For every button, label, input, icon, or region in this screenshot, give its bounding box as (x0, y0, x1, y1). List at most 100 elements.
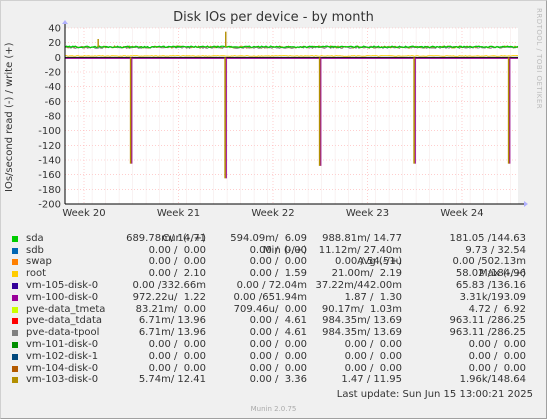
legend-value-avg: 11.12m/ 27.40m (318, 244, 402, 256)
legend-row: vm-105-disk-0 0.00 /332.66m 0.00 / 72.04m 3… (12, 280, 532, 292)
legend-value-min: 0.00 / 0.00 (249, 244, 307, 256)
legend-row: vm-100-disk-0 972.22u/ 1.22 0.00 /651.94m 1… (12, 292, 532, 304)
legend-series-name: pve-data_tmeta (26, 303, 106, 315)
legend-header-avg: Avg (-/+) (357, 256, 402, 268)
x-tick-label: Week 24 (440, 208, 483, 219)
legend-row: sda 689.78m/ 14.71 594.09m/ 6.09 988.81m/ 1… (12, 233, 532, 245)
y-tick-label: -120 (38, 141, 61, 152)
x-tick-label: Week 23 (346, 208, 389, 219)
rrdtool-watermark: RRDTOOL / TOBI OETIKER (535, 8, 543, 110)
legend-header-min: Min (-/+) (262, 244, 307, 256)
legend-value-max: 65.83 /136.16 (455, 279, 526, 291)
y-tick-label: 0 (55, 53, 61, 64)
legend-row: vm-103-disk-0 5.74m/ 12.41 0.00 / 3.36 1.47… (12, 374, 532, 386)
legend-row: sdb 0.00 / 0.00 0.00 / 0.00 11.12m/ 27.40m 9… (12, 245, 532, 257)
y-tick-label: 40 (48, 24, 61, 35)
legend-value-avg: 37.22m/442.00m (315, 279, 402, 291)
legend-value-max: 963.11 /286.25 (449, 315, 526, 327)
legend-value-cur: 0.00 / 0.00 (148, 256, 206, 268)
y-tick-label: -60 (45, 97, 61, 108)
legend-series-name: sdb (26, 244, 44, 256)
y-tick-label: -20 (45, 68, 61, 79)
legend-value-min: 709.46u/ 0.00 (233, 303, 307, 315)
legend-value-min: 0.00 / 4.61 (249, 315, 307, 327)
legend-value-min: 594.09m/ 6.09 (230, 232, 307, 244)
legend-value-cur: 0.00 /332.66m (132, 279, 206, 291)
x-axis-arrow (524, 201, 528, 207)
legend-swatch (12, 259, 18, 266)
y-tick-label: -100 (38, 126, 61, 137)
y-tick-label: -180 (38, 185, 61, 196)
legend-value-cur: 0.00 / 2.10 (148, 268, 206, 280)
legend-value-max: 9.73 / 32.54 (465, 244, 526, 256)
legend-value-cur: 972.22u/ 1.22 (132, 291, 206, 303)
legend-value-avg: 21.00m/ 2.19 (331, 268, 402, 280)
legend-value-max: 3.31k/193.09 (459, 291, 526, 303)
legend-table: Cur (-/+) Min (-/+) Avg (-/+) Max (-/+) … (12, 221, 532, 386)
legend-row: vm-102-disk-1 0.00 / 0.00 0.00 / 0.00 0.00 … (12, 351, 532, 363)
legend-value-avg: 0.00 / 0.00 (344, 350, 402, 362)
legend-row: pve-data-tpool 6.71m/ 13.96 0.00 / 4.61 984… (12, 327, 532, 339)
y-tick-label: -160 (38, 170, 61, 181)
x-tick-label: Week 20 (62, 208, 105, 219)
legend-value-avg: 90.17m/ 1.03m (321, 303, 402, 315)
y-tick-label: -200 (38, 200, 61, 211)
legend-series-name: vm-102-disk-1 (26, 350, 99, 362)
legend-value-min: 0.00 / 3.36 (249, 374, 307, 386)
legend-row: root 0.00 / 2.10 0.00 / 1.59 21.00m/ 2.19 58… (12, 268, 532, 280)
legend-value-min: 0.00 / 4.61 (249, 327, 307, 339)
legend-header-row: Cur (-/+) Min (-/+) Avg (-/+) Max (-/+) (12, 221, 532, 279)
legend-series-name: sda (26, 232, 44, 244)
legend-header-cur: Cur (-/+) (162, 232, 206, 244)
legend-value-max: 0.00 / 0.00 (468, 350, 526, 362)
legend-value-cur: 0.00 / 0.00 (148, 338, 206, 350)
legend-value-cur: 0.00 / 0.00 (148, 362, 206, 374)
last-update-text: Last update: Sun Jun 15 13:00:21 2025 (336, 389, 533, 400)
legend-value-avg: 984.35m/ 13.69 (322, 315, 402, 327)
legend-value-avg: 1.47 / 11.95 (341, 374, 402, 386)
legend-swatch (12, 341, 18, 348)
legend-value-max: 0.00 / 0.00 (468, 362, 526, 374)
legend-swatch (12, 235, 18, 242)
y-tick-label: 20 (48, 38, 61, 49)
series-root-write (64, 54, 519, 57)
plot-area (65, 28, 518, 204)
legend-value-max: 4.72 / 6.92 (468, 303, 526, 315)
legend-series-name: vm-101-disk-0 (26, 338, 99, 350)
legend-swatch (12, 353, 18, 360)
legend-value-avg: 984.35m/ 13.69 (322, 327, 402, 339)
munin-version: Munin 2.0.75 (250, 405, 297, 413)
legend-series-name: vm-105-disk-0 (26, 279, 99, 291)
legend-value-max: 0.00 /502.13m (452, 256, 526, 268)
legend-value-cur: 5.74m/ 12.41 (138, 374, 206, 386)
x-tick-label: Week 21 (157, 208, 200, 219)
legend-row: swap 0.00 / 0.00 0.00 / 0.00 0.00 / 54.51u 0… (12, 256, 532, 268)
legend-value-max: 1.96k/148.64 (459, 374, 526, 386)
legend-swatch (12, 330, 18, 337)
y-tick-label: -40 (45, 82, 61, 93)
legend-value-max: 58.02 /184.96 (455, 268, 526, 280)
legend-swatch (12, 377, 18, 384)
legend-row: pve-data_tdata 6.71m/ 13.96 0.00 / 4.61 984… (12, 315, 532, 327)
legend-value-max: 963.11 /286.25 (449, 327, 526, 339)
legend-value-cur: 689.78m/ 14.71 (126, 232, 206, 244)
legend-value-cur: 6.71m/ 13.96 (138, 315, 206, 327)
legend-swatch (12, 247, 18, 254)
legend-value-cur: 0.00 / 0.00 (148, 350, 206, 362)
legend-value-max: 181.05 /144.63 (449, 232, 526, 244)
legend-swatch (12, 294, 18, 301)
legend-series-name: vm-103-disk-0 (26, 374, 99, 386)
y-tick-label: -140 (38, 156, 61, 167)
legend-series-name: pve-data-tpool (26, 327, 100, 339)
legend-value-min: 0.00 / 1.59 (249, 268, 307, 280)
legend-value-avg: 988.81m/ 14.77 (322, 232, 402, 244)
y-tick-label: -80 (45, 112, 61, 123)
legend-value-avg: 0.00 / 54.51u (335, 256, 402, 268)
legend-value-avg: 0.00 / 0.00 (344, 338, 402, 350)
x-tick-label: Week 22 (251, 208, 294, 219)
legend-value-cur: 6.71m/ 13.96 (138, 327, 206, 339)
legend-value-avg: 0.00 / 0.00 (344, 362, 402, 374)
y-axis-arrow (62, 20, 68, 24)
chart-title: Disk IOs per device - by month (173, 10, 374, 25)
